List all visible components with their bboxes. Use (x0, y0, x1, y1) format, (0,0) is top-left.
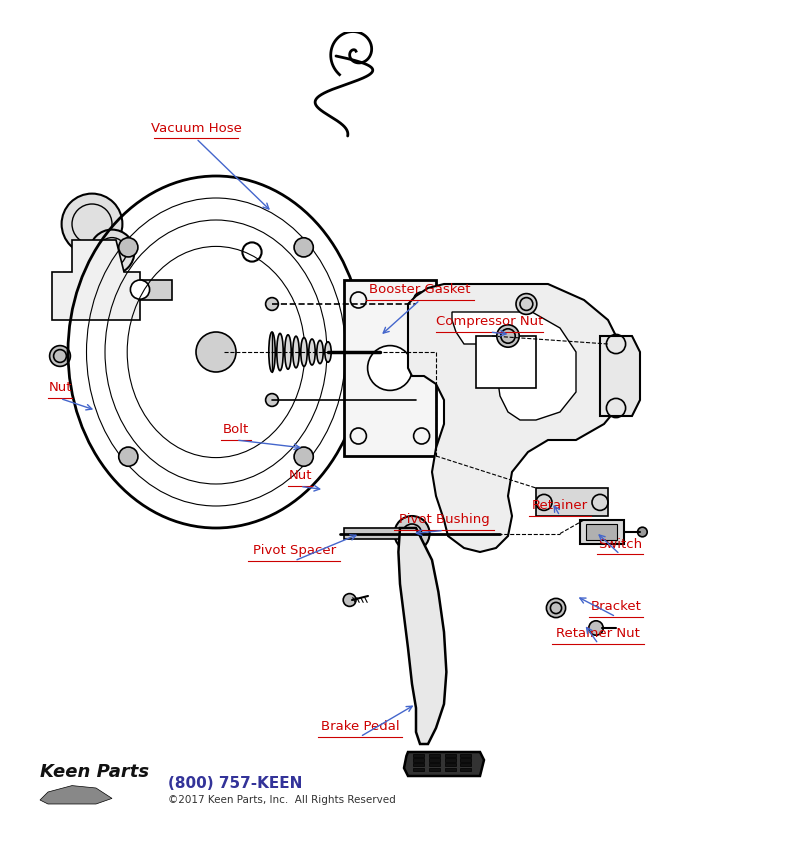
Text: Compressor Nut: Compressor Nut (436, 315, 543, 328)
Bar (429, 763, 440, 766)
Circle shape (368, 346, 413, 391)
Circle shape (343, 594, 356, 607)
Circle shape (497, 325, 519, 347)
Bar (413, 768, 424, 772)
Text: Bolt: Bolt (223, 423, 249, 436)
Bar (460, 759, 471, 761)
Ellipse shape (293, 336, 299, 368)
Text: Retainer: Retainer (532, 499, 588, 512)
Bar (413, 759, 424, 761)
Circle shape (638, 527, 647, 537)
Circle shape (516, 294, 537, 314)
Circle shape (242, 243, 262, 262)
Polygon shape (600, 336, 640, 416)
Ellipse shape (277, 334, 283, 371)
Circle shape (118, 447, 138, 467)
Text: Keen Parts: Keen Parts (40, 763, 149, 781)
Circle shape (408, 296, 424, 312)
Text: Bracket: Bracket (590, 600, 642, 613)
Circle shape (408, 392, 424, 408)
Bar (429, 753, 440, 757)
Text: Nut: Nut (288, 469, 312, 482)
Circle shape (130, 280, 150, 299)
Text: (800) 757-KEEN: (800) 757-KEEN (168, 777, 302, 791)
Ellipse shape (325, 342, 331, 362)
Circle shape (294, 238, 314, 257)
Bar (445, 753, 456, 757)
Bar (460, 768, 471, 772)
Text: Switch: Switch (598, 537, 642, 550)
Bar (413, 763, 424, 766)
Ellipse shape (285, 334, 291, 369)
Bar (476, 336, 536, 388)
Polygon shape (452, 312, 576, 420)
Bar (445, 763, 456, 766)
Text: ©2017 Keen Parts, Inc.  All Rights Reserved: ©2017 Keen Parts, Inc. All Rights Reserv… (168, 795, 396, 805)
Circle shape (394, 516, 430, 551)
Bar (429, 759, 440, 761)
Circle shape (50, 346, 70, 366)
Ellipse shape (317, 340, 323, 364)
Bar (460, 763, 471, 766)
Ellipse shape (269, 332, 275, 372)
Circle shape (589, 621, 603, 635)
Text: Pivot Bushing: Pivot Bushing (398, 513, 490, 526)
Bar (445, 768, 456, 772)
Circle shape (62, 194, 122, 254)
Polygon shape (408, 284, 624, 552)
Polygon shape (404, 752, 484, 776)
Circle shape (294, 447, 314, 467)
Polygon shape (398, 528, 446, 744)
Circle shape (90, 230, 134, 275)
Ellipse shape (309, 339, 315, 365)
Circle shape (266, 394, 278, 406)
Bar (460, 753, 471, 757)
Bar (344, 280, 436, 456)
Text: Pivot Spacer: Pivot Spacer (253, 544, 336, 557)
Bar (140, 280, 172, 300)
Circle shape (118, 238, 138, 257)
Polygon shape (52, 240, 140, 320)
Bar (413, 753, 424, 757)
Text: Nut: Nut (48, 382, 72, 395)
Text: Retainer Nut: Retainer Nut (557, 627, 640, 640)
Polygon shape (40, 785, 112, 804)
Polygon shape (344, 528, 400, 539)
Circle shape (546, 599, 566, 618)
Polygon shape (536, 488, 608, 516)
Bar (580, 520, 624, 544)
Bar (445, 759, 456, 761)
Text: Booster Gasket: Booster Gasket (370, 283, 470, 296)
Text: Vacuum Hose: Vacuum Hose (150, 122, 242, 135)
Circle shape (266, 297, 278, 310)
Text: Brake Pedal: Brake Pedal (321, 720, 399, 733)
Ellipse shape (301, 338, 307, 366)
Bar (429, 768, 440, 772)
Bar (586, 524, 617, 540)
Circle shape (196, 332, 236, 372)
